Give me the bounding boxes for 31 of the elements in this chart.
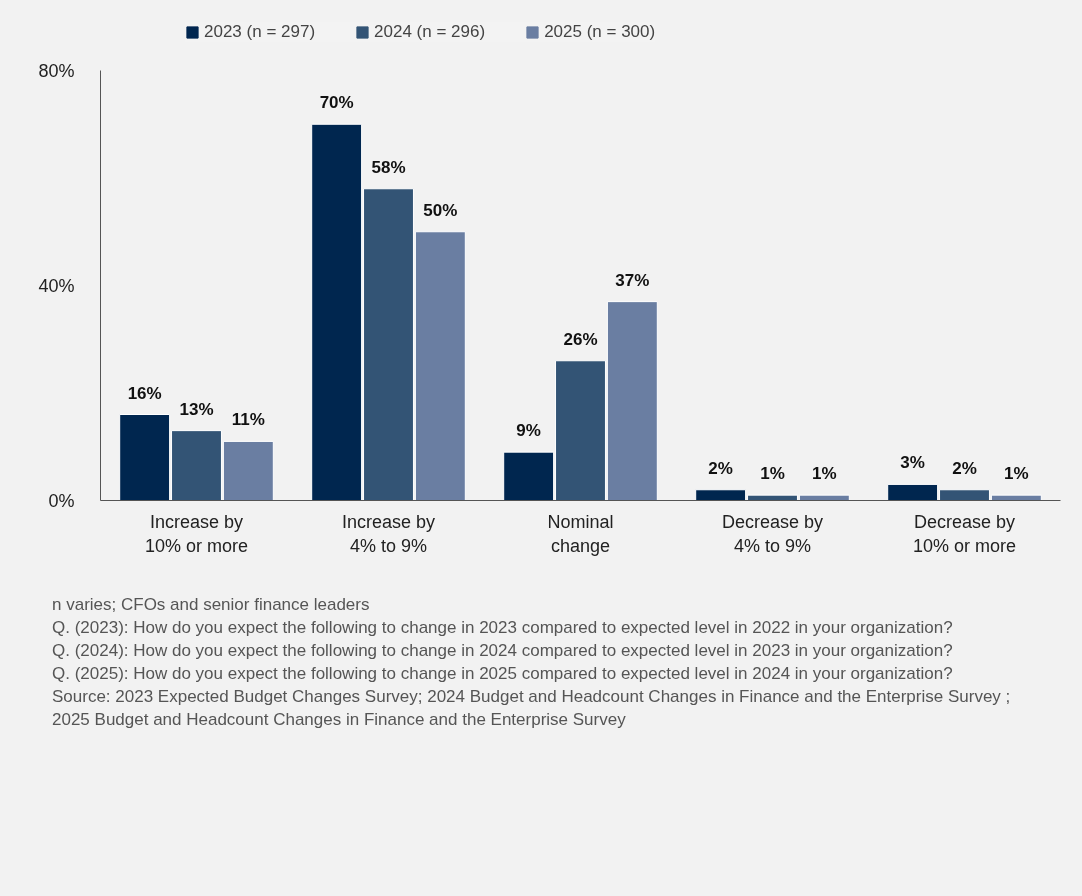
x-tick-label: Decrease by 4% to 9% [721, 511, 824, 556]
data-label: 50% [423, 200, 458, 220]
data-label: 9% [516, 421, 541, 441]
text: Q. (2024): How do you expect the following to change in 2024 compared to expected level in 2023 in your organization? [52, 640, 954, 662]
x-tick-label: Decrease by 10% or more [912, 511, 1017, 556]
data-label: 70% [319, 93, 354, 113]
x-tick-label: Increase by 4% to 9% [341, 511, 436, 556]
data-label: 1% [1004, 464, 1029, 484]
y-tick-label: 80% [38, 60, 75, 81]
data-label: 16% [127, 383, 162, 403]
legend-label: 2023 (n = 297) [204, 22, 316, 42]
data-label: 1% [812, 464, 837, 484]
x-tick-label: Increase by 10% or more [144, 511, 249, 556]
y-tick-label: 40% [38, 275, 75, 296]
data-label: 11% [231, 410, 265, 430]
legend-label: 2025 (n = 300) [544, 22, 656, 42]
data-label: 2% [708, 458, 733, 478]
text: Q. (2023): How do you expect the following to change in 2023 compared to expected level in 2022 in your organization? [52, 617, 954, 639]
data-label: 26% [563, 329, 598, 349]
source-note: Source: 2023 Expected Budget Changes Survey; 2024 Budget and Headcount Changes in Finance and the Enterprise Survey ; 2025 Budget and Headcount Changes in Finance and the Enterprise Survey [52, 686, 1012, 731]
data-label: 13% [179, 399, 214, 419]
text: n varies; CFOs and senior finance leaders [52, 594, 371, 616]
data-label: 58% [371, 157, 406, 177]
data-label: 2% [952, 458, 977, 478]
data-label: 3% [900, 453, 925, 473]
x-tick-label: Nominal change [547, 511, 614, 556]
text: Q. (2025): How do you expect the following to change in 2025 compared to expected level in 2024 in your organization? [52, 663, 954, 685]
legend-label: 2024 (n = 296) [374, 22, 486, 42]
y-tick-label: 0% [48, 490, 75, 511]
data-label: 37% [615, 270, 650, 290]
data-label: 1% [760, 464, 785, 484]
